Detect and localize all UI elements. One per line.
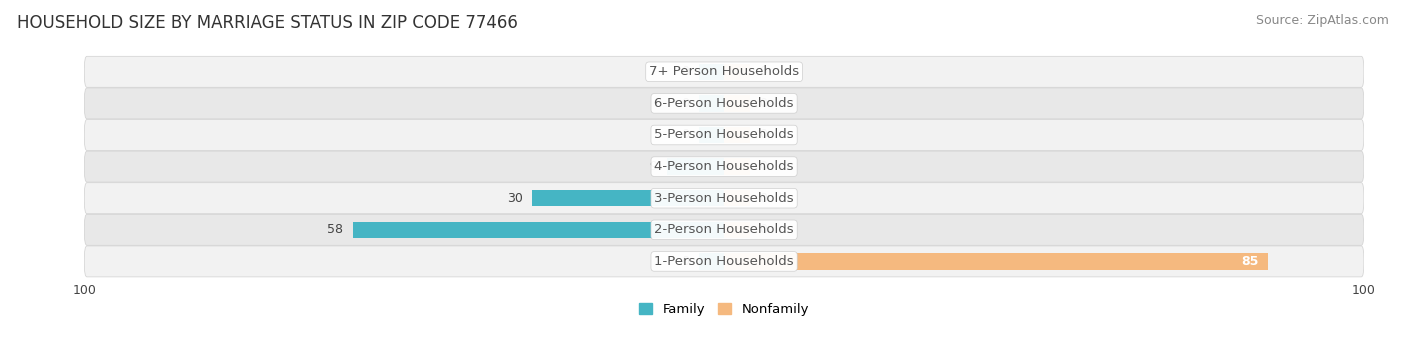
Bar — [724, 253, 1268, 270]
Bar — [699, 253, 724, 270]
Text: 0: 0 — [681, 65, 689, 78]
Text: 6-Person Households: 6-Person Households — [654, 97, 794, 110]
Text: 85: 85 — [1241, 255, 1258, 268]
Text: 0: 0 — [681, 97, 689, 110]
Bar — [724, 64, 749, 80]
Bar — [724, 158, 749, 175]
FancyBboxPatch shape — [84, 183, 1364, 214]
Text: 4-Person Households: 4-Person Households — [654, 160, 794, 173]
Bar — [724, 95, 749, 112]
FancyBboxPatch shape — [84, 119, 1364, 151]
Bar — [353, 222, 724, 238]
FancyBboxPatch shape — [84, 246, 1364, 277]
Text: 0: 0 — [759, 97, 768, 110]
FancyBboxPatch shape — [84, 56, 1364, 87]
FancyBboxPatch shape — [84, 88, 1364, 119]
Bar — [699, 127, 724, 143]
Text: 0: 0 — [759, 223, 768, 236]
Legend: Family, Nonfamily: Family, Nonfamily — [633, 298, 815, 322]
Text: 0: 0 — [759, 160, 768, 173]
Text: 7+ Person Households: 7+ Person Households — [650, 65, 799, 78]
Text: 0: 0 — [681, 255, 689, 268]
FancyBboxPatch shape — [84, 151, 1364, 182]
Text: 1-Person Households: 1-Person Households — [654, 255, 794, 268]
Bar — [699, 95, 724, 112]
Bar — [724, 190, 749, 206]
Text: 30: 30 — [506, 192, 523, 205]
Bar — [724, 222, 749, 238]
Text: 58: 58 — [328, 223, 343, 236]
Text: Source: ZipAtlas.com: Source: ZipAtlas.com — [1256, 14, 1389, 27]
Text: 0: 0 — [759, 192, 768, 205]
Text: 5-Person Households: 5-Person Households — [654, 129, 794, 141]
Bar — [666, 158, 724, 175]
Bar — [533, 190, 724, 206]
Text: 0: 0 — [759, 129, 768, 141]
Bar — [724, 127, 749, 143]
Text: 3-Person Households: 3-Person Households — [654, 192, 794, 205]
Text: 2-Person Households: 2-Person Households — [654, 223, 794, 236]
FancyBboxPatch shape — [84, 214, 1364, 245]
Text: 9: 9 — [650, 160, 657, 173]
Text: 0: 0 — [759, 65, 768, 78]
Bar — [699, 64, 724, 80]
Text: 0: 0 — [681, 129, 689, 141]
Text: HOUSEHOLD SIZE BY MARRIAGE STATUS IN ZIP CODE 77466: HOUSEHOLD SIZE BY MARRIAGE STATUS IN ZIP… — [17, 14, 517, 32]
